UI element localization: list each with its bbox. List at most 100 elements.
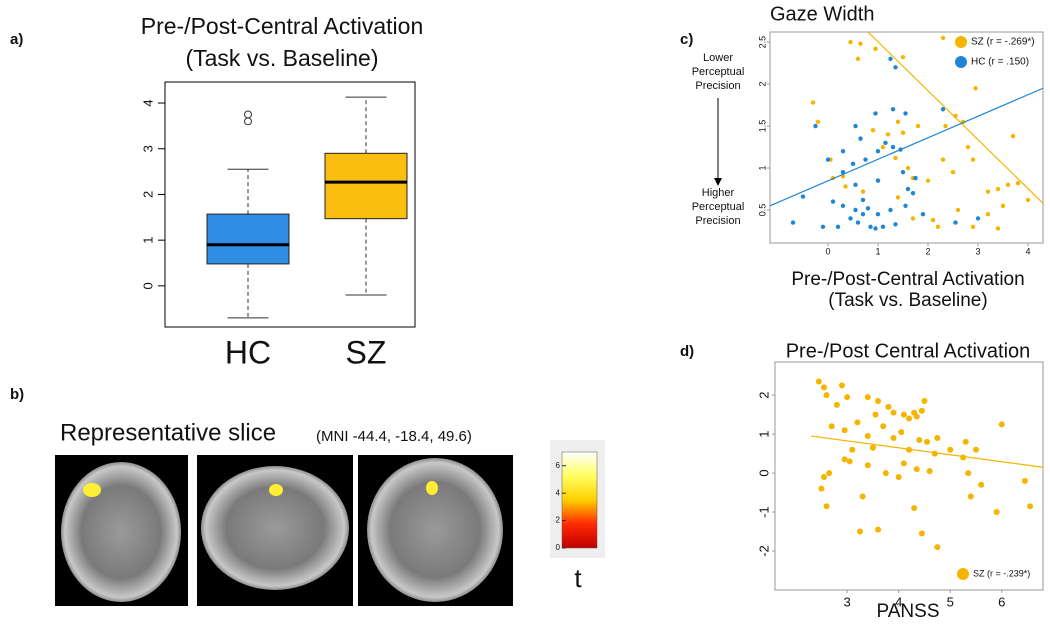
point xyxy=(858,136,863,141)
y-tick-label: 0 xyxy=(756,469,771,476)
colorbar-tick-label: 2 xyxy=(556,516,561,525)
annotation: Perceptual xyxy=(692,66,745,78)
point xyxy=(898,147,903,152)
point xyxy=(953,220,958,225)
point xyxy=(860,197,866,203)
point xyxy=(970,224,976,229)
point xyxy=(888,207,893,213)
annotation: Precision xyxy=(695,80,740,92)
box xyxy=(206,213,290,265)
slice-title: Representative slice xyxy=(60,419,276,446)
point xyxy=(965,470,972,477)
point xyxy=(900,460,907,467)
y-tick-label: 2 xyxy=(140,191,155,198)
y-tick-label: 2.5 xyxy=(757,36,767,49)
point xyxy=(800,194,806,199)
point xyxy=(826,470,833,477)
point xyxy=(857,528,864,535)
activation-blob xyxy=(83,483,101,497)
point xyxy=(940,157,946,162)
point xyxy=(841,456,848,463)
point xyxy=(913,466,920,473)
activation-blob xyxy=(269,484,283,496)
y-tick-label: 3 xyxy=(140,145,155,152)
point xyxy=(953,113,958,119)
point xyxy=(840,149,846,154)
point xyxy=(975,216,981,221)
point xyxy=(888,56,893,62)
point xyxy=(828,423,835,430)
point xyxy=(935,224,941,229)
point xyxy=(1021,477,1028,484)
point xyxy=(985,189,991,194)
point xyxy=(893,65,898,70)
point xyxy=(825,157,831,162)
y-tick-label: 0.5 xyxy=(757,204,767,217)
point xyxy=(967,493,974,500)
x-tick-label: 1 xyxy=(875,246,880,256)
colorbar-tick-label: 6 xyxy=(556,461,561,470)
point xyxy=(918,530,925,537)
y-tick-label: 1 xyxy=(756,430,771,437)
point xyxy=(921,397,928,404)
point xyxy=(810,100,816,105)
legend-swatch xyxy=(957,568,969,580)
point xyxy=(900,411,907,418)
point xyxy=(815,119,821,125)
annotation: Perceptual xyxy=(692,201,745,213)
point xyxy=(885,132,891,137)
point xyxy=(965,144,971,150)
point xyxy=(883,140,888,146)
y-tick-label: -1 xyxy=(756,506,771,518)
point xyxy=(873,226,878,231)
point xyxy=(998,421,1005,428)
point xyxy=(905,165,911,171)
point xyxy=(940,107,946,112)
point xyxy=(915,123,921,129)
point xyxy=(995,226,1001,231)
activation-blob xyxy=(426,481,438,495)
point xyxy=(841,427,848,434)
point xyxy=(820,384,827,391)
point xyxy=(848,216,853,221)
annotation: Lower xyxy=(703,52,733,64)
point xyxy=(895,119,901,125)
outlier xyxy=(244,110,252,119)
point xyxy=(890,144,896,150)
x-axis-label: Pre-/Post-Central Activation xyxy=(791,269,1024,290)
point xyxy=(930,217,936,223)
slice-brain xyxy=(201,466,349,590)
point xyxy=(855,56,861,62)
y-tick-label: 2 xyxy=(756,392,771,399)
point xyxy=(864,433,871,440)
point xyxy=(947,446,954,453)
x-tick-label: 6 xyxy=(998,594,1005,609)
panel-label: c) xyxy=(680,31,693,48)
point xyxy=(813,123,818,129)
point xyxy=(905,186,911,192)
y-tick-label: 4 xyxy=(140,99,155,106)
point xyxy=(855,220,861,225)
legend-label: SZ (r = -.239*) xyxy=(973,568,1030,578)
y-tick-label: 1 xyxy=(757,166,767,171)
chart-title: (Task vs. Baseline) xyxy=(185,45,378,71)
point xyxy=(875,397,882,404)
point xyxy=(823,503,830,510)
plot-frame xyxy=(769,31,1044,244)
point xyxy=(970,157,976,162)
point xyxy=(910,216,916,221)
point xyxy=(815,378,822,385)
point xyxy=(962,438,969,445)
point xyxy=(859,493,866,500)
x-tick-label: 5 xyxy=(947,594,954,609)
arrow-head xyxy=(714,178,722,186)
point xyxy=(865,206,871,211)
point xyxy=(890,409,897,416)
colorbar xyxy=(561,451,598,549)
point xyxy=(978,481,985,488)
point xyxy=(911,505,918,512)
point xyxy=(870,128,876,133)
point xyxy=(875,178,881,183)
plot-frame xyxy=(774,361,1044,591)
point xyxy=(875,526,882,533)
